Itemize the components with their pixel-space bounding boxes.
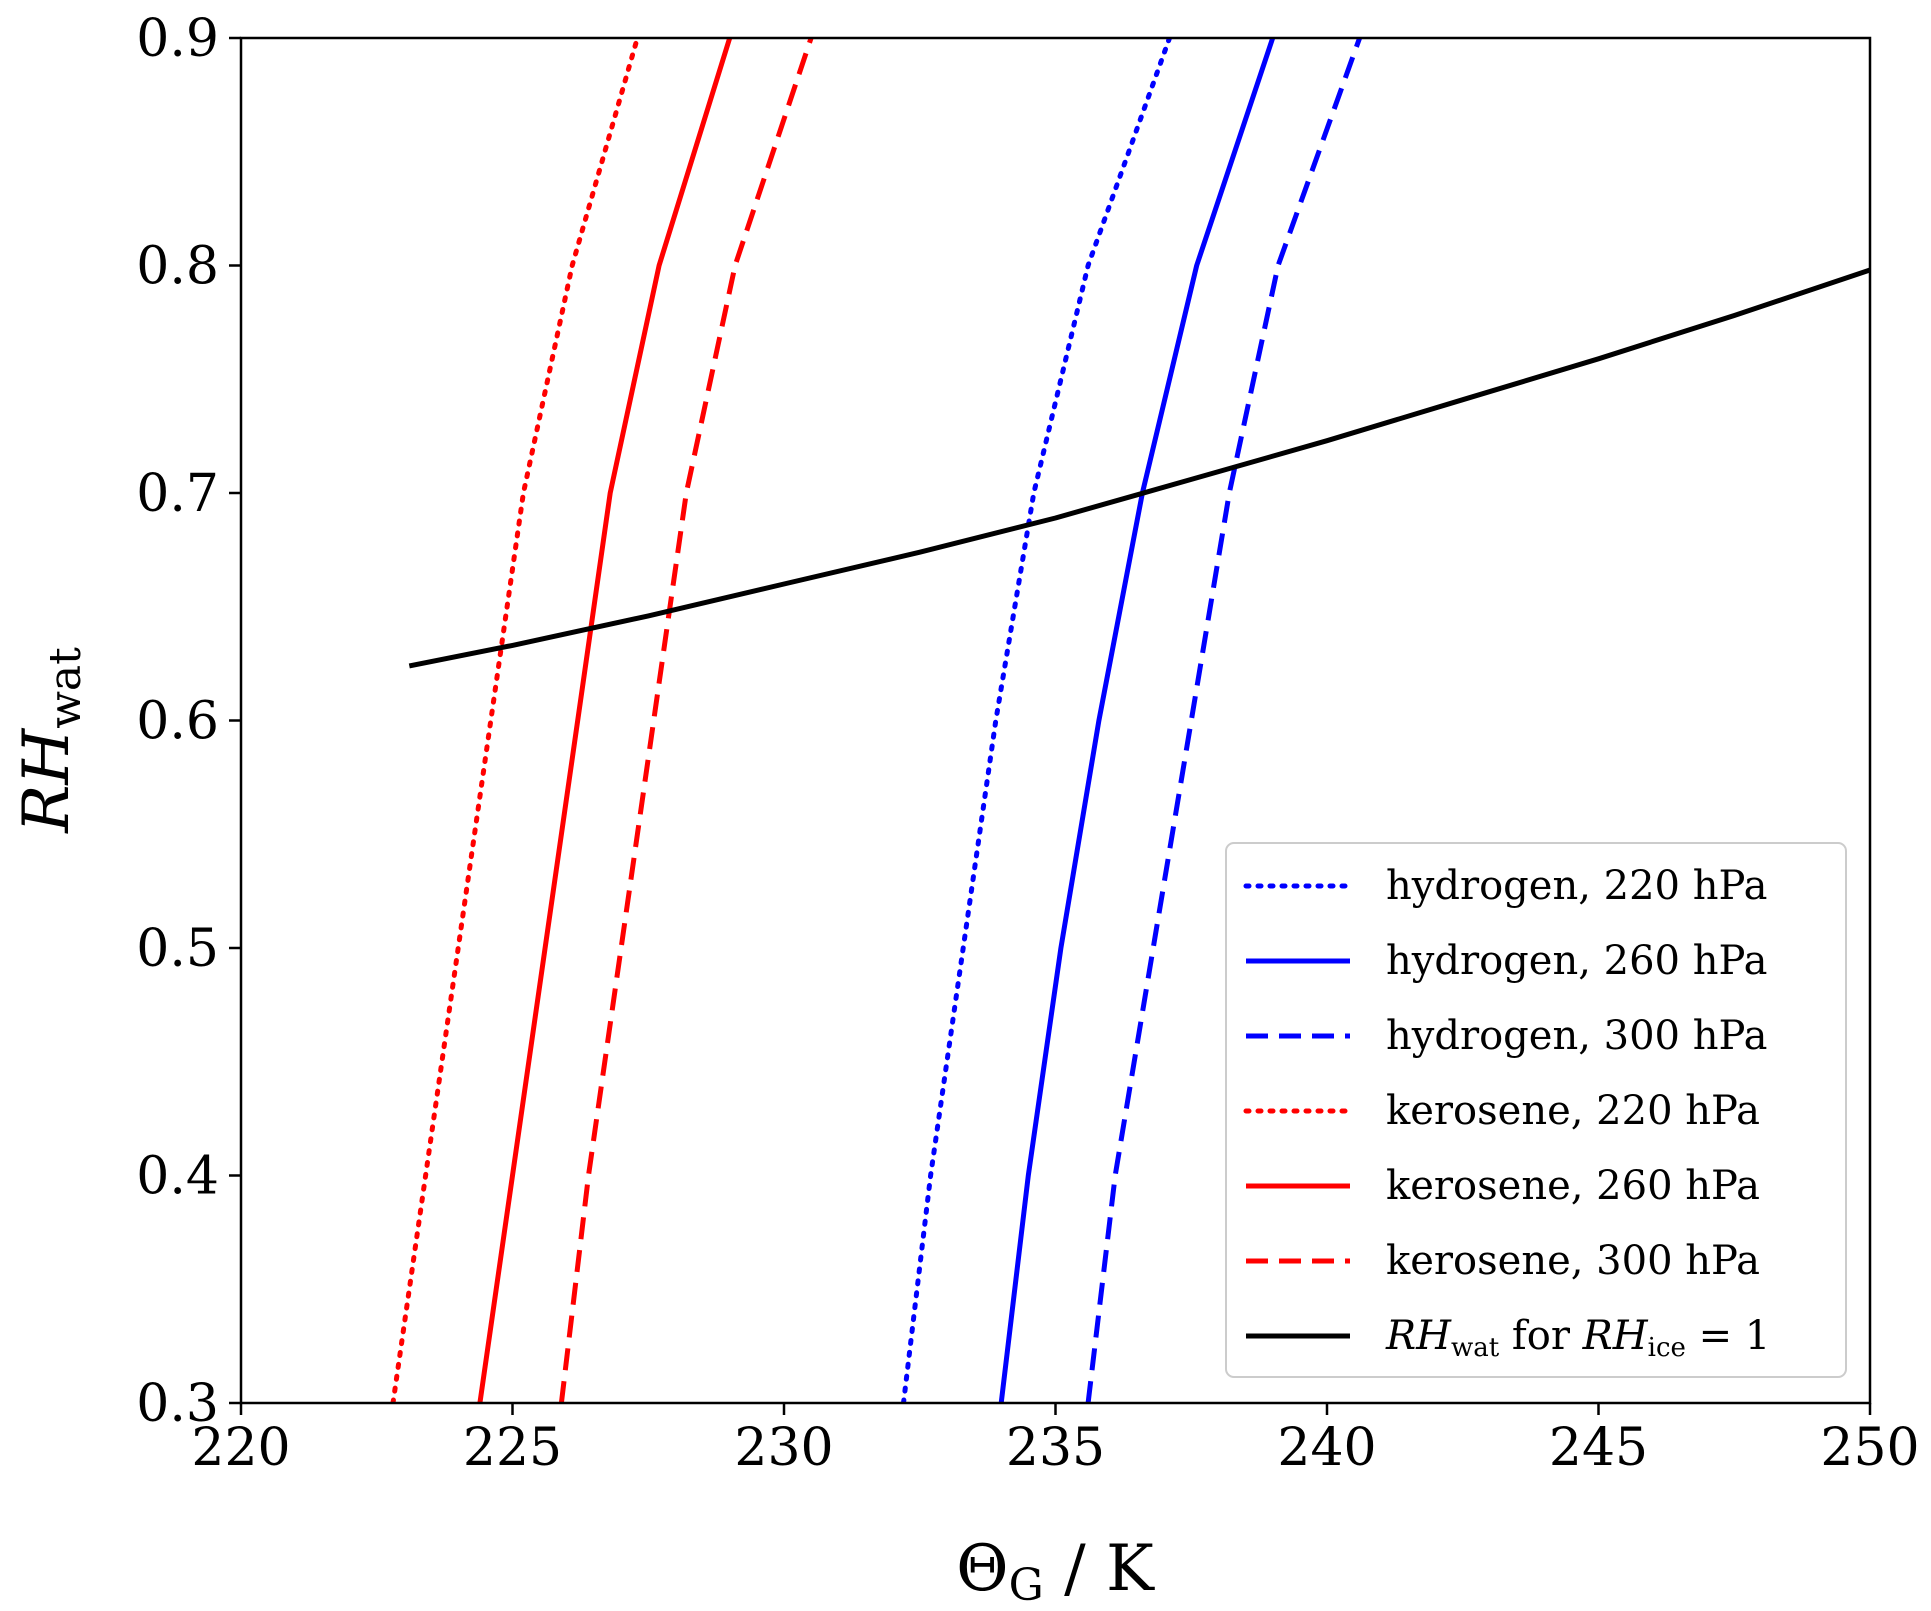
y-tick-label: 0.4 [136, 1147, 219, 1207]
y-axis-ticks: 0.3 0.4 0.5 0.6 0.7 0.8 0.9 [136, 9, 241, 1434]
x-axis-label-sub: G [1009, 1560, 1044, 1611]
x-tick-label: 230 [734, 1418, 833, 1478]
series-line-kerosene-300-hpa [558, 38, 814, 1403]
legend-label-kerosene-300-hpa: kerosene, 300 hPa [1386, 1238, 1760, 1284]
y-tick-label: 0.5 [136, 919, 219, 979]
x-tick-label: 220 [191, 1418, 290, 1478]
x-tick-label: 235 [1006, 1418, 1105, 1478]
legend-label-rh-wat-for-rh-ice-1: RHwat for RHice = 1 [1385, 1313, 1770, 1363]
legend-label-kerosene-220-hpa: kerosene, 220 hPa [1386, 1088, 1760, 1134]
x-tick-label: 240 [1277, 1418, 1376, 1478]
y-tick-label: 0.9 [136, 9, 219, 69]
x-axis-ticks: 220 225 230 235 240 245 250 [191, 1403, 1920, 1478]
series-line-hydrogen-260-hpa [998, 38, 1276, 1403]
plot-frame [239, 36, 1872, 1405]
plot-area [390, 38, 1870, 1403]
legend-label-hydrogen-220-hpa: hydrogen, 220 hPa [1386, 863, 1767, 909]
series-line-kerosene-220-hpa [390, 38, 640, 1403]
series-line-kerosene-260-hpa [477, 38, 733, 1403]
y-tick-label: 0.6 [136, 692, 219, 752]
x-tick-label: 250 [1820, 1418, 1919, 1478]
y-axis-label: RHwat [10, 647, 91, 834]
y-tick-label: 0.3 [136, 1374, 219, 1434]
x-axis-label: ΘG / K [956, 1532, 1155, 1611]
legend: hydrogen, 220 hPa hydrogen, 260 hPa hydrog… [1225, 842, 1847, 1378]
x-axis-label-main: Θ [956, 1532, 1008, 1606]
series-line-rh-wat-for-rh-ice-1 [408, 267, 1870, 669]
y-tick-label: 0.7 [136, 464, 219, 524]
y-tick-label: 0.8 [136, 237, 219, 297]
legend-box [1225, 842, 1847, 1378]
series-line-hydrogen-220-hpa [901, 38, 1172, 1403]
legend-label-hydrogen-300-hpa: hydrogen, 300 hPa [1386, 1013, 1767, 1059]
x-tick-label: 245 [1549, 1418, 1648, 1478]
legend-label-kerosene-260-hpa: kerosene, 260 hPa [1386, 1163, 1760, 1209]
x-axis-label-rest: / K [1044, 1532, 1155, 1606]
x-tick-label: 225 [463, 1418, 562, 1478]
legend-label-hydrogen-260-hpa: hydrogen, 260 hPa [1386, 938, 1767, 984]
y-axis-label-main: RH [10, 728, 84, 834]
y-axis-label-sub: wat [40, 647, 91, 729]
